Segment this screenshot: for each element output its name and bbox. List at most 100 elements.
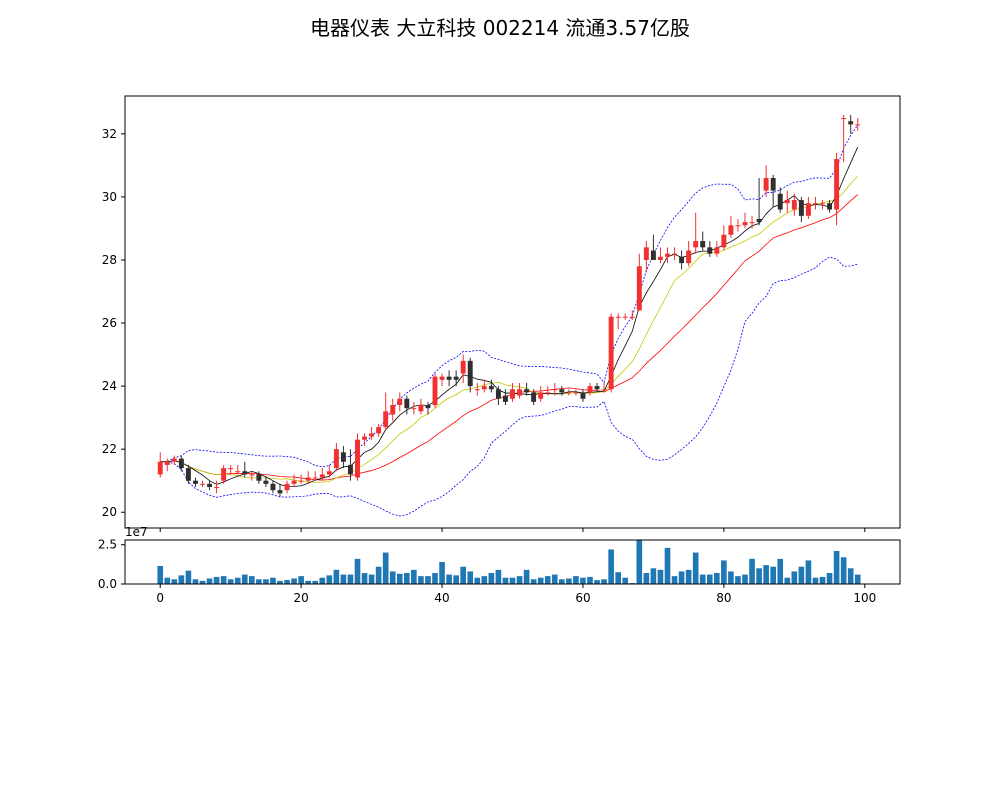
volume-bar: [220, 576, 227, 584]
candle-body: [763, 177, 769, 191]
candle-body: [566, 392, 572, 394]
volume-bar: [298, 576, 304, 584]
candle-body: [171, 458, 177, 462]
volume-bar: [171, 579, 178, 584]
volume-bar: [234, 577, 241, 584]
volume-bar: [636, 540, 643, 584]
candle-body: [214, 487, 220, 489]
volume-bar: [396, 573, 403, 584]
volume-bar: [650, 568, 657, 584]
volume-bar: [622, 577, 629, 584]
volume-ytick-label: 0.0: [98, 577, 117, 591]
candle-body: [615, 316, 621, 318]
volume-bar: [425, 576, 431, 584]
volume-bar: [749, 558, 755, 584]
volume-bar: [411, 569, 417, 584]
xtick-label: 60: [575, 591, 590, 605]
volume-bar: [523, 569, 530, 584]
volume-offset-label: 1e7: [125, 525, 148, 539]
candle-body: [636, 266, 642, 311]
candle-body: [439, 376, 445, 380]
volume-bar: [439, 562, 445, 584]
candle-body: [404, 398, 410, 409]
candle-body: [207, 483, 213, 488]
volume-bar: [474, 577, 481, 584]
price-ytick-label: 30: [102, 190, 117, 204]
volume-bar: [354, 558, 361, 584]
volume-bar: [551, 574, 558, 584]
xtick-label: 80: [716, 591, 731, 605]
volume-bar: [544, 576, 551, 584]
volume-bar: [249, 576, 255, 584]
candle-body: [686, 250, 692, 264]
candle-body: [270, 483, 276, 491]
candle-body: [164, 461, 170, 465]
candle-body: [580, 392, 586, 399]
volume-bar: [305, 580, 311, 584]
volume-bar: [699, 574, 706, 584]
candle-body: [650, 250, 656, 260]
candle-body: [643, 247, 649, 260]
candle-body: [601, 389, 607, 391]
candle-body: [510, 389, 515, 399]
xtick-label: 100: [853, 591, 876, 605]
volume-panel: 0.0 2.5 1e7 0 20 40 60 80 100: [98, 525, 901, 605]
volume-bar: [340, 574, 347, 584]
xtick-label: 40: [434, 591, 449, 605]
candle-body: [791, 200, 797, 210]
volume-bar: [333, 569, 340, 584]
candle-body: [376, 427, 382, 434]
candle-body: [827, 203, 833, 210]
candle-body: [805, 203, 811, 216]
candle-body: [714, 247, 720, 254]
candle-body: [798, 200, 804, 216]
volume-bar: [509, 577, 516, 584]
candle-body: [397, 398, 403, 406]
candle-body: [749, 222, 755, 224]
candle-body: [242, 471, 248, 475]
volume-bar: [227, 579, 234, 584]
volume-bar: [326, 575, 333, 584]
candle-body: [608, 316, 614, 390]
volume-bar: [347, 574, 354, 584]
candle-body: [672, 253, 678, 255]
candle-body: [841, 118, 847, 120]
candle-body: [460, 360, 466, 374]
candle-body: [502, 395, 508, 402]
volume-bar: [446, 574, 452, 584]
candle-body: [728, 225, 734, 235]
candle-body: [559, 389, 565, 393]
candle-body: [587, 386, 593, 393]
candle-body: [495, 389, 501, 399]
candle-body: [700, 241, 706, 248]
volume-bar: [164, 577, 171, 584]
candle-body: [777, 193, 783, 210]
candle-body: [362, 436, 368, 440]
candle-body: [185, 468, 191, 481]
candle-body: [594, 386, 600, 390]
candle-body: [192, 480, 198, 484]
candle-body: [284, 483, 290, 491]
volume-bar: [312, 580, 319, 584]
volume-bar: [284, 580, 290, 584]
volume-bar: [784, 577, 791, 584]
price-panel: 20 22 24 26 28 30 32: [102, 95, 901, 532]
candle-body: [418, 405, 424, 412]
volume-bar: [537, 577, 544, 584]
volume-bar: [206, 578, 213, 584]
volume-bar: [721, 560, 727, 584]
volume-bar: [833, 551, 840, 584]
volume-bar: [826, 573, 833, 584]
volume-bar: [763, 565, 769, 584]
candle-body: [383, 411, 389, 428]
volume-bar: [847, 568, 854, 584]
volume-bar: [291, 578, 297, 584]
price-ytick-label: 32: [102, 127, 117, 141]
volume-bar: [375, 566, 382, 584]
candle-body: [531, 392, 537, 402]
candle-body: [467, 360, 473, 387]
candle-body: [291, 480, 297, 484]
volume-bar: [467, 571, 474, 584]
candle-body: [432, 376, 438, 406]
